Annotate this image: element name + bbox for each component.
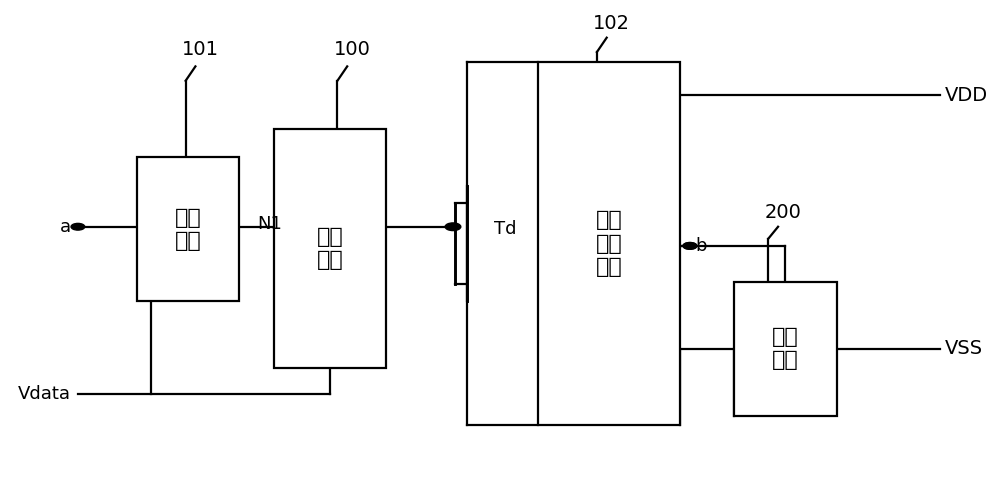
- FancyBboxPatch shape: [137, 157, 239, 301]
- FancyBboxPatch shape: [274, 129, 386, 368]
- FancyBboxPatch shape: [538, 62, 680, 425]
- Text: 补偿
单元: 补偿 单元: [317, 226, 343, 270]
- Text: VSS: VSS: [945, 339, 983, 358]
- Text: VDD: VDD: [945, 86, 988, 105]
- Text: 发光
单元: 发光 单元: [772, 327, 799, 371]
- Text: N1: N1: [257, 215, 282, 233]
- Circle shape: [71, 224, 85, 230]
- FancyBboxPatch shape: [734, 282, 837, 416]
- Text: 发光
控制
单元: 发光 控制 单元: [596, 210, 623, 277]
- Text: Vdata: Vdata: [18, 385, 71, 403]
- Circle shape: [683, 243, 697, 249]
- Text: 101: 101: [182, 40, 219, 59]
- Text: a: a: [60, 218, 71, 236]
- Circle shape: [445, 223, 461, 230]
- Text: b: b: [696, 237, 707, 255]
- Text: 102: 102: [593, 14, 630, 33]
- Text: 200: 200: [765, 203, 801, 222]
- Text: 复位
单元: 复位 单元: [175, 207, 201, 251]
- Text: Td: Td: [494, 220, 517, 238]
- Circle shape: [683, 243, 697, 249]
- Text: 100: 100: [334, 40, 371, 59]
